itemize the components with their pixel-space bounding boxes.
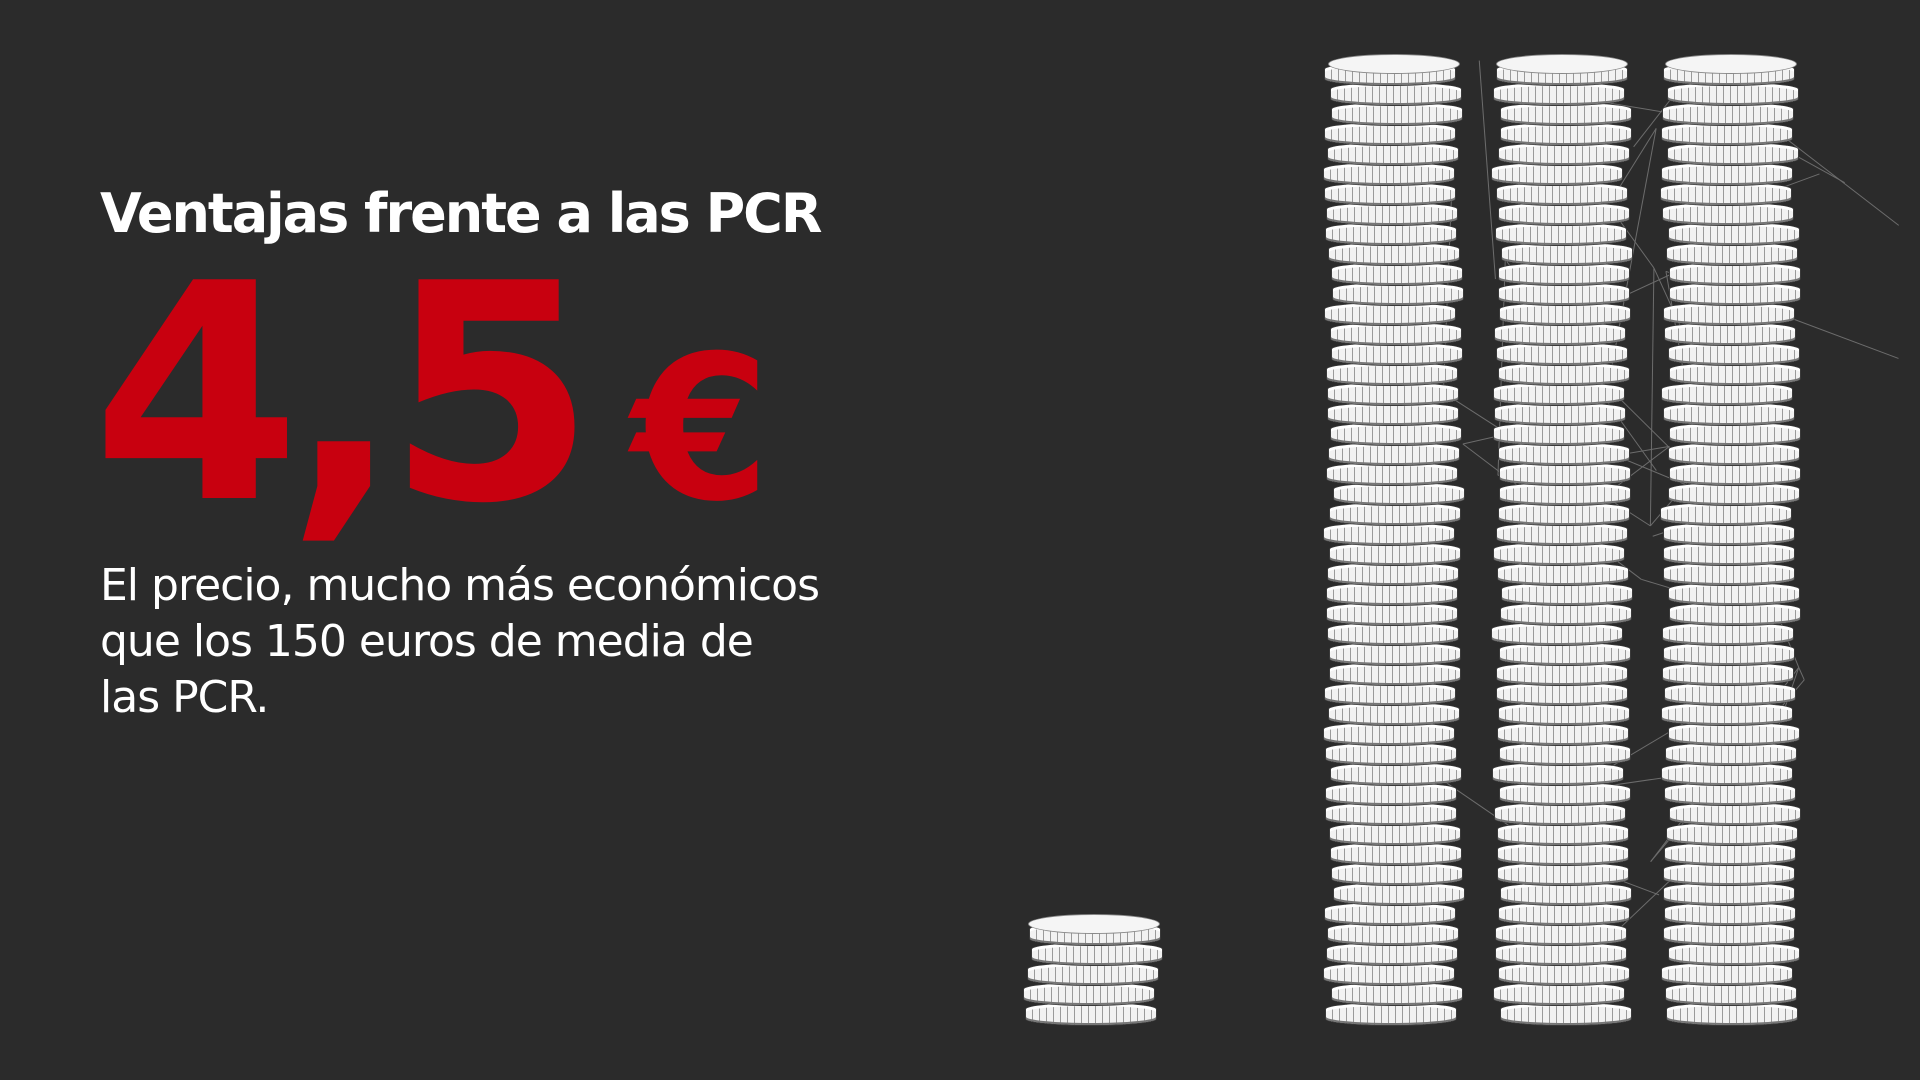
coin — [1669, 462, 1802, 486]
coin — [1661, 962, 1794, 986]
coin — [1662, 662, 1795, 686]
coin — [1662, 522, 1795, 546]
coin — [1491, 762, 1624, 786]
coin — [1667, 82, 1800, 106]
coin — [1324, 782, 1457, 806]
coin — [1497, 202, 1630, 226]
coin — [1665, 822, 1798, 846]
coin — [1664, 742, 1797, 766]
page-title: Ventajas frente a las PCR — [100, 182, 822, 245]
price-value: 4,5 — [92, 220, 595, 569]
coin — [1495, 222, 1628, 246]
coin — [1323, 182, 1456, 206]
coin-top — [1328, 54, 1460, 74]
coin — [1663, 842, 1796, 866]
coin — [1660, 762, 1793, 786]
coin — [1662, 202, 1795, 226]
coin — [1330, 982, 1463, 1006]
currency-symbol: € — [631, 313, 771, 546]
coin — [1668, 342, 1801, 366]
coin — [1329, 822, 1462, 846]
mesh-line — [1478, 60, 1496, 280]
coin — [1332, 282, 1465, 306]
coin — [1497, 702, 1630, 726]
mesh-line — [1798, 667, 1805, 680]
coin — [1664, 982, 1797, 1006]
coin — [1498, 462, 1631, 486]
coin — [1665, 242, 1798, 266]
coin — [1667, 482, 1800, 506]
coin — [1663, 922, 1796, 946]
coin — [1664, 682, 1797, 706]
coin — [1664, 902, 1797, 926]
coin — [1668, 722, 1801, 746]
description-text: El precio, mucho más económicos que los … — [100, 560, 820, 723]
coin — [1668, 802, 1801, 826]
coin — [1661, 162, 1794, 186]
coin — [1491, 622, 1624, 646]
coin — [1328, 242, 1461, 266]
coin — [1327, 142, 1460, 166]
coin — [1325, 362, 1458, 386]
coin — [1668, 222, 1801, 246]
coin — [1498, 362, 1631, 386]
coin — [1662, 642, 1795, 666]
coin — [1663, 302, 1796, 326]
coin — [1497, 862, 1630, 886]
coin — [1496, 722, 1629, 746]
coin — [1499, 882, 1632, 906]
coin — [1500, 582, 1633, 606]
coin — [1492, 422, 1625, 446]
coin-top — [1496, 54, 1628, 74]
coin — [1332, 882, 1465, 906]
coin — [1498, 782, 1631, 806]
coin — [1024, 1002, 1157, 1026]
coin — [1496, 342, 1629, 366]
mesh-line — [1649, 267, 1655, 526]
coin — [1666, 142, 1799, 166]
coin — [1327, 442, 1460, 466]
coin — [1495, 662, 1628, 686]
coin — [1499, 302, 1632, 326]
coin — [1324, 742, 1457, 766]
coin — [1328, 702, 1461, 726]
coin — [1499, 602, 1632, 626]
coin — [1668, 582, 1801, 606]
coin — [1331, 262, 1464, 286]
coin — [1661, 382, 1794, 406]
coin — [1326, 402, 1459, 426]
coin — [1493, 802, 1626, 826]
coin — [1497, 822, 1630, 846]
coin — [1498, 742, 1631, 766]
coin — [1329, 82, 1462, 106]
coin — [1494, 402, 1627, 426]
coin — [1494, 322, 1627, 346]
coin — [1323, 902, 1456, 926]
price-display: 4,5 € — [92, 230, 771, 595]
coin — [1498, 502, 1630, 526]
coin-top — [1028, 914, 1160, 934]
coin-top — [1665, 54, 1797, 74]
